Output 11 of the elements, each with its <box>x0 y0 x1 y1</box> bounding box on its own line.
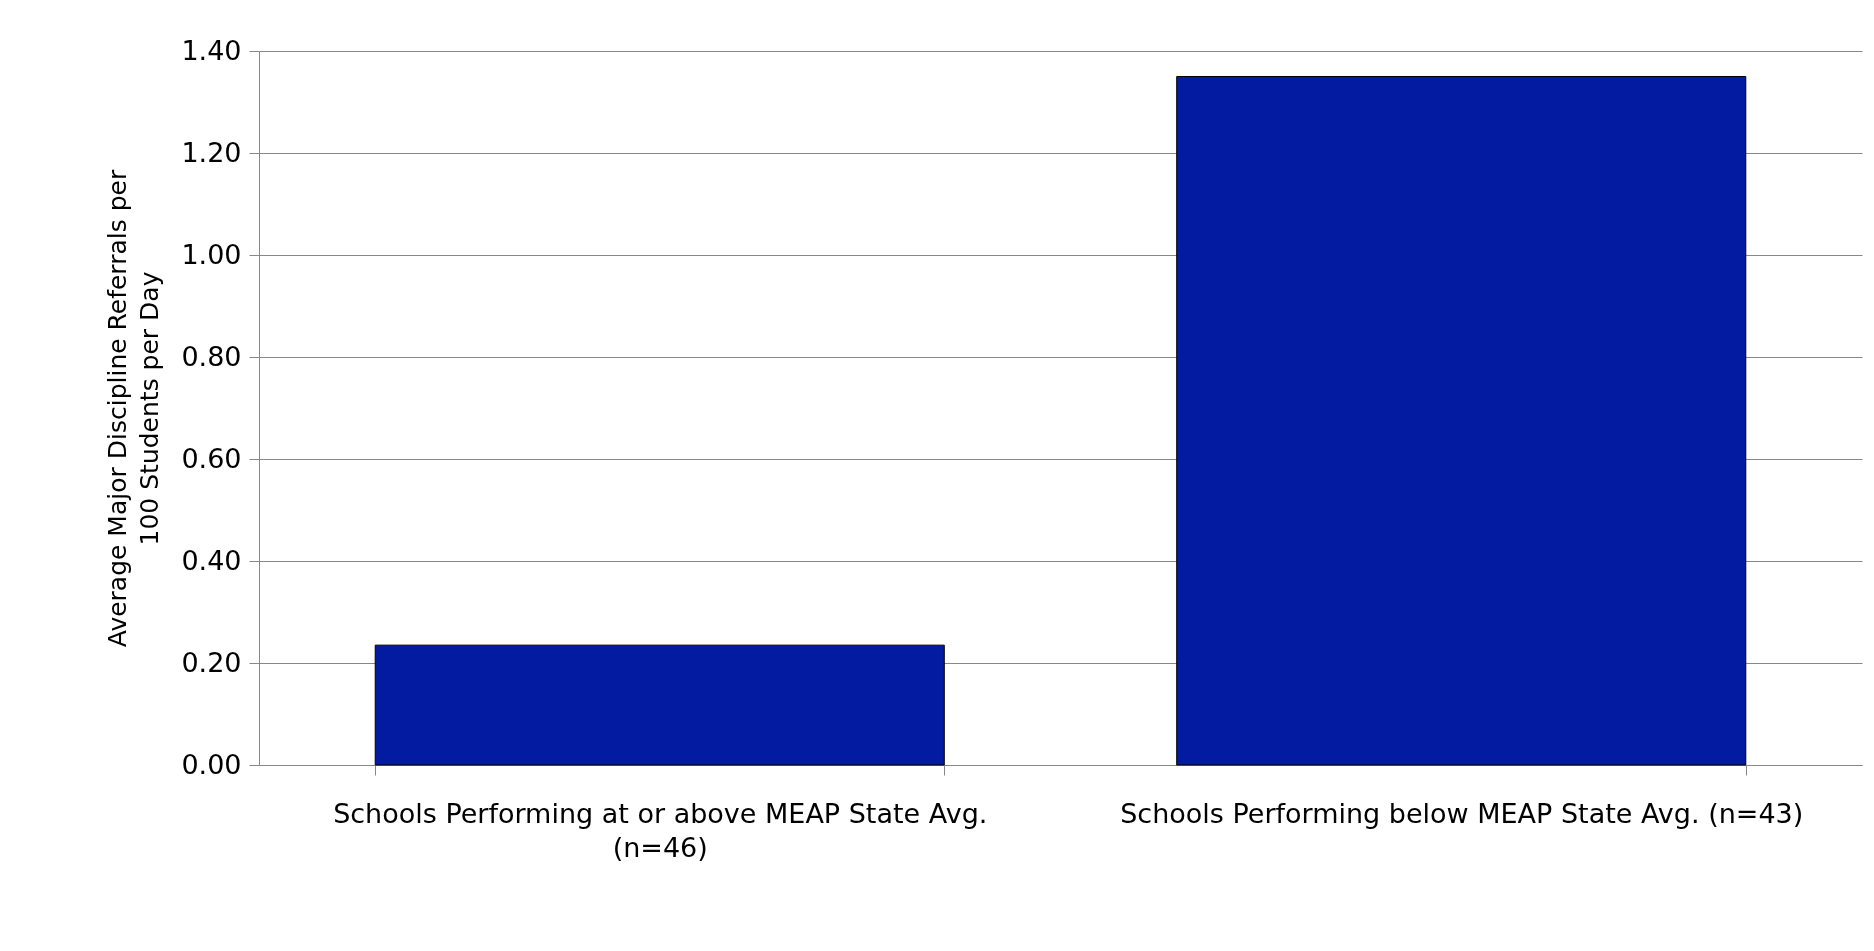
y-tick-label: 0.00 <box>181 748 242 780</box>
y-tick-label: 1.00 <box>181 238 242 270</box>
y-tick-label: 1.40 <box>181 34 242 66</box>
y-tick-label: 0.60 <box>181 442 242 474</box>
y-tick-label: 0.20 <box>181 646 242 678</box>
y-tick-label: 0.40 <box>181 544 242 576</box>
x-tick-label: Schools Performing below MEAP State Avg. (n=43) <box>1120 797 1804 829</box>
x-tick-label: Schools Performing at or above MEAP State Avg. (n=46) <box>333 797 988 863</box>
y-axis-title: Average Major Discipline Referrals per 100 Students per Day <box>103 169 165 648</box>
y-tick-label: 1.20 <box>181 136 242 168</box>
y-tick-label: 0.80 <box>181 340 242 372</box>
